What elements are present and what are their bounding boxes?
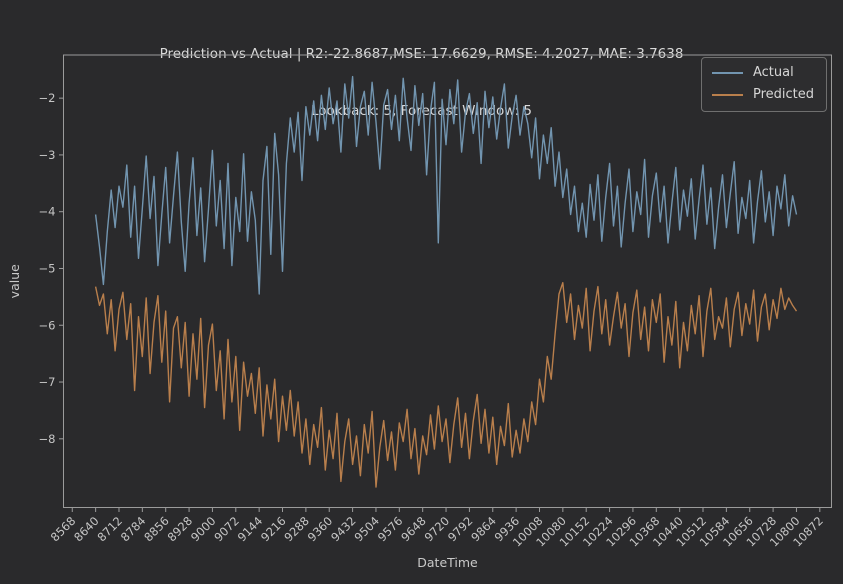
x-tick-label: 9576 — [375, 514, 406, 545]
y-tick-label: −4 — [39, 205, 56, 219]
y-tick-label: −2 — [39, 91, 56, 105]
legend-label-actual: Actual — [752, 65, 794, 80]
y-tick-label: −7 — [39, 375, 56, 389]
legend-item-predicted: Predicted — [711, 87, 814, 102]
x-tick-label: 9432 — [328, 514, 359, 545]
y-tick-label: −3 — [39, 148, 56, 162]
y-tick-label: −5 — [39, 261, 56, 275]
x-tick-label: 9360 — [305, 514, 336, 545]
x-tick-label: 8784 — [118, 514, 149, 545]
x-tick-label: 8928 — [165, 514, 196, 545]
x-tick-label: 8640 — [71, 514, 102, 545]
legend[interactable]: Actual Predicted — [700, 57, 827, 112]
legend-predicted-line-swatch — [711, 94, 743, 96]
x-tick-label: 9720 — [422, 514, 453, 545]
plot-border — [63, 54, 832, 508]
x-tick-label: 9072 — [211, 514, 242, 545]
x-tick-label: 9864 — [468, 514, 499, 545]
x-tick-label: 9216 — [258, 514, 289, 545]
x-axis-label: DateTime — [417, 555, 478, 570]
y-tick-label: −6 — [39, 318, 56, 332]
legend-label-predicted: Predicted — [752, 87, 814, 102]
x-tick-label: 9792 — [445, 514, 476, 545]
x-tick-label: 9144 — [235, 514, 266, 545]
series-line-actual — [94, 75, 798, 295]
series-line-predicted — [94, 282, 798, 488]
x-tick-label: 8568 — [48, 514, 79, 545]
chart-title: Prediction vs Actual | R2:-22.8687,MSE: … — [0, 7, 843, 140]
legend-item-actual: Actual — [711, 65, 814, 80]
x-tick-label: 9504 — [351, 514, 382, 545]
y-tick-label: −8 — [39, 432, 56, 446]
x-tick-label: 9000 — [188, 514, 219, 545]
x-tick-label: 9288 — [281, 514, 312, 545]
chart-title-line1: Prediction vs Actual | R2:-22.8687,MSE: … — [159, 46, 684, 62]
y-axis-label: value — [7, 264, 22, 298]
x-tick-label: 8856 — [141, 514, 172, 545]
x-tick-label: 9648 — [398, 514, 429, 545]
x-tick-label: 8712 — [94, 514, 125, 545]
legend-actual-line-swatch — [711, 72, 743, 74]
